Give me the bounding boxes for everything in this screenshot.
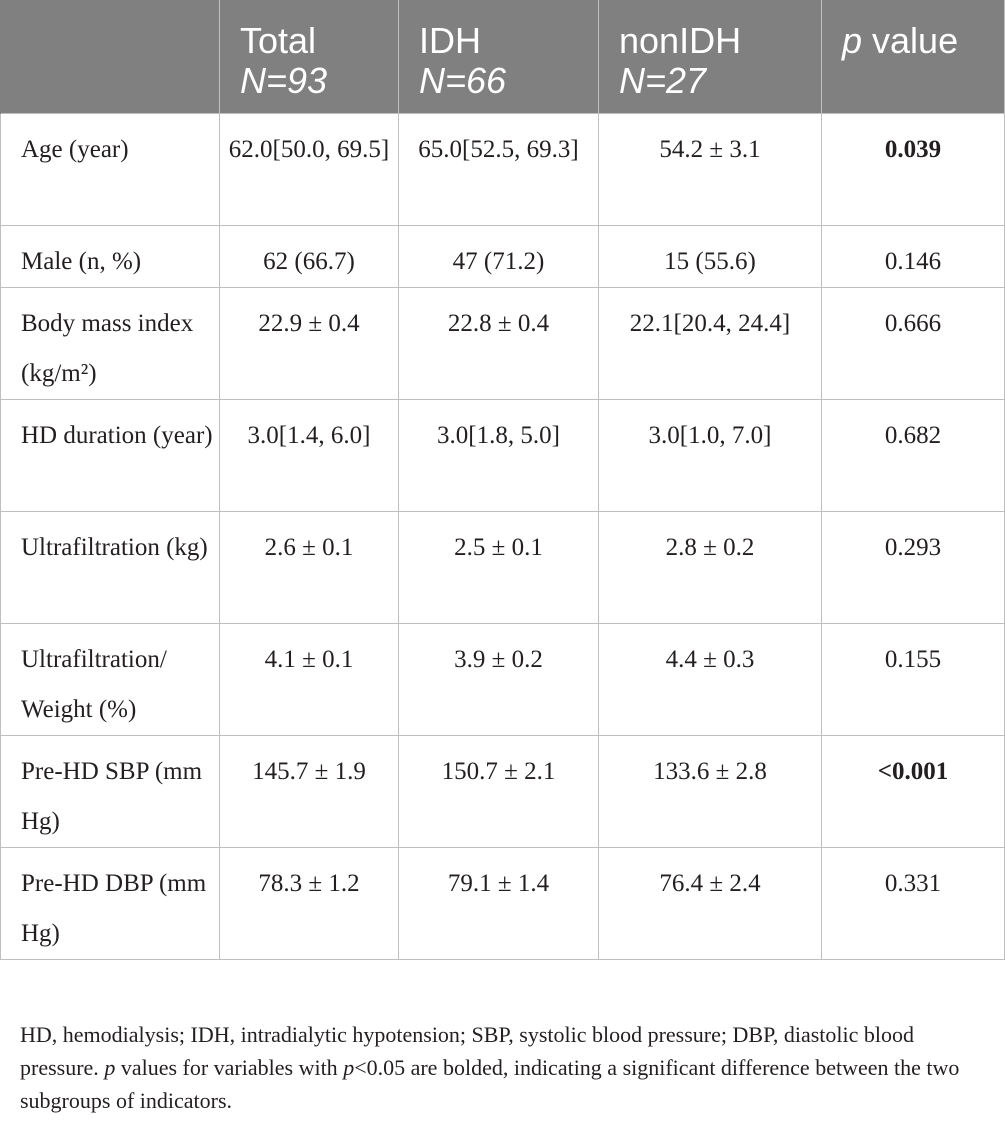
cell-total: 4.1 ± 0.1 [219, 622, 399, 736]
header-idh-n: N=66 [419, 60, 507, 101]
header-nonidh-n: N=27 [619, 60, 707, 101]
cell-total: 62 (66.7) [219, 224, 399, 288]
cell-p-value: 0.331 [821, 846, 1005, 960]
cell-p-value: <0.001 [821, 734, 1005, 848]
table-row: Pre-HD SBP (mm Hg) 145.7 ± 1.9 150.7 ± 2.1… [0, 734, 1005, 848]
footnote-p-italic-1: p [104, 1055, 116, 1080]
header-total: Total N=93 [219, 0, 399, 113]
cell-nonidh: 15 (55.6) [598, 224, 822, 288]
row-label: Ultrafiltration (kg) [0, 510, 220, 624]
cell-idh: 65.0[52.5, 69.3] [398, 112, 599, 226]
footnote-p-italic-2: p [343, 1055, 355, 1080]
cell-idh: 150.7 ± 2.1 [398, 734, 599, 848]
header-total-n: N=93 [240, 60, 328, 101]
table-row: Age (year) 62.0[50.0, 69.5] 65.0[52.5, 69.… [0, 112, 1005, 226]
header-total-label: Total [240, 20, 317, 61]
cell-nonidh: 133.6 ± 2.8 [598, 734, 822, 848]
header-variable [0, 0, 220, 113]
row-label: Pre-HD SBP (mm Hg) [0, 734, 220, 848]
table-row: Ultrafiltration (kg) 2.6 ± 0.1 2.5 ± 0.1 2.… [0, 510, 1005, 624]
baseline-characteristics-table: Total N=93 IDH N=66 nonIDH N=27 p value … [0, 0, 1005, 960]
row-label: HD duration (year) [0, 398, 220, 512]
cell-p-value: 0.146 [821, 224, 1005, 288]
cell-total: 3.0[1.4, 6.0] [219, 398, 399, 512]
header-idh-label: IDH [419, 20, 481, 61]
row-label: Ultrafiltration/ Weight (%) [0, 622, 220, 736]
cell-nonidh: 3.0[1.0, 7.0] [598, 398, 822, 512]
header-idh: IDH N=66 [398, 0, 599, 113]
row-label: Pre-HD DBP (mm Hg) [0, 846, 220, 960]
cell-nonidh: 76.4 ± 2.4 [598, 846, 822, 960]
cell-nonidh: 22.1[20.4, 24.4] [598, 286, 822, 400]
cell-p-value: 0.666 [821, 286, 1005, 400]
header-p-value: p value [821, 0, 1005, 113]
cell-nonidh: 2.8 ± 0.2 [598, 510, 822, 624]
cell-p-value: 0.293 [821, 510, 1005, 624]
cell-idh: 3.0[1.8, 5.0] [398, 398, 599, 512]
cell-p-value: 0.155 [821, 622, 1005, 736]
header-nonidh-label: nonIDH [619, 20, 742, 61]
cell-total: 22.9 ± 0.4 [219, 286, 399, 400]
row-label: Body mass index (kg/m²) [0, 286, 220, 400]
cell-p-value: 0.039 [821, 112, 1005, 226]
table-row: Ultrafiltration/ Weight (%) 4.1 ± 0.1 3.9 … [0, 622, 1005, 736]
row-label: Age (year) [0, 112, 220, 226]
cell-nonidh: 54.2 ± 3.1 [598, 112, 822, 226]
table-row: Body mass index (kg/m²) 22.9 ± 0.4 22.8 ± … [0, 286, 1005, 400]
cell-p-value: 0.682 [821, 398, 1005, 512]
cell-total: 2.6 ± 0.1 [219, 510, 399, 624]
row-label: Male (n, %) [0, 224, 220, 288]
cell-idh: 79.1 ± 1.4 [398, 846, 599, 960]
footnote-part2: values for variables with [115, 1055, 344, 1080]
cell-idh: 47 (71.2) [398, 224, 599, 288]
cell-idh: 2.5 ± 0.1 [398, 510, 599, 624]
cell-idh: 22.8 ± 0.4 [398, 286, 599, 400]
footnote-part1: HD, hemodialysis; IDH, intradialytic hyp… [20, 1022, 915, 1080]
cell-total: 78.3 ± 1.2 [219, 846, 399, 960]
table-row: HD duration (year) 3.0[1.4, 6.0] 3.0[1.8, … [0, 398, 1005, 512]
cell-nonidh: 4.4 ± 0.3 [598, 622, 822, 736]
footnote-part3: <0.05 are bolded, indicating a significa… [20, 1055, 960, 1113]
header-nonidh: nonIDH N=27 [598, 0, 822, 113]
cell-total: 145.7 ± 1.9 [219, 734, 399, 848]
table-row: Male (n, %) 62 (66.7) 47 (71.2) 15 (55.6) 0.… [0, 224, 1005, 288]
table-header-row: Total N=93 IDH N=66 nonIDH N=27 p value [0, 0, 1005, 113]
cell-idh: 3.9 ± 0.2 [398, 622, 599, 736]
table-footnote: HD, hemodialysis; IDH, intradialytic hyp… [20, 1018, 980, 1117]
table-row: Pre-HD DBP (mm Hg) 78.3 ± 1.2 79.1 ± 1.4 76… [0, 846, 1005, 960]
cell-total: 62.0[50.0, 69.5] [219, 112, 399, 226]
